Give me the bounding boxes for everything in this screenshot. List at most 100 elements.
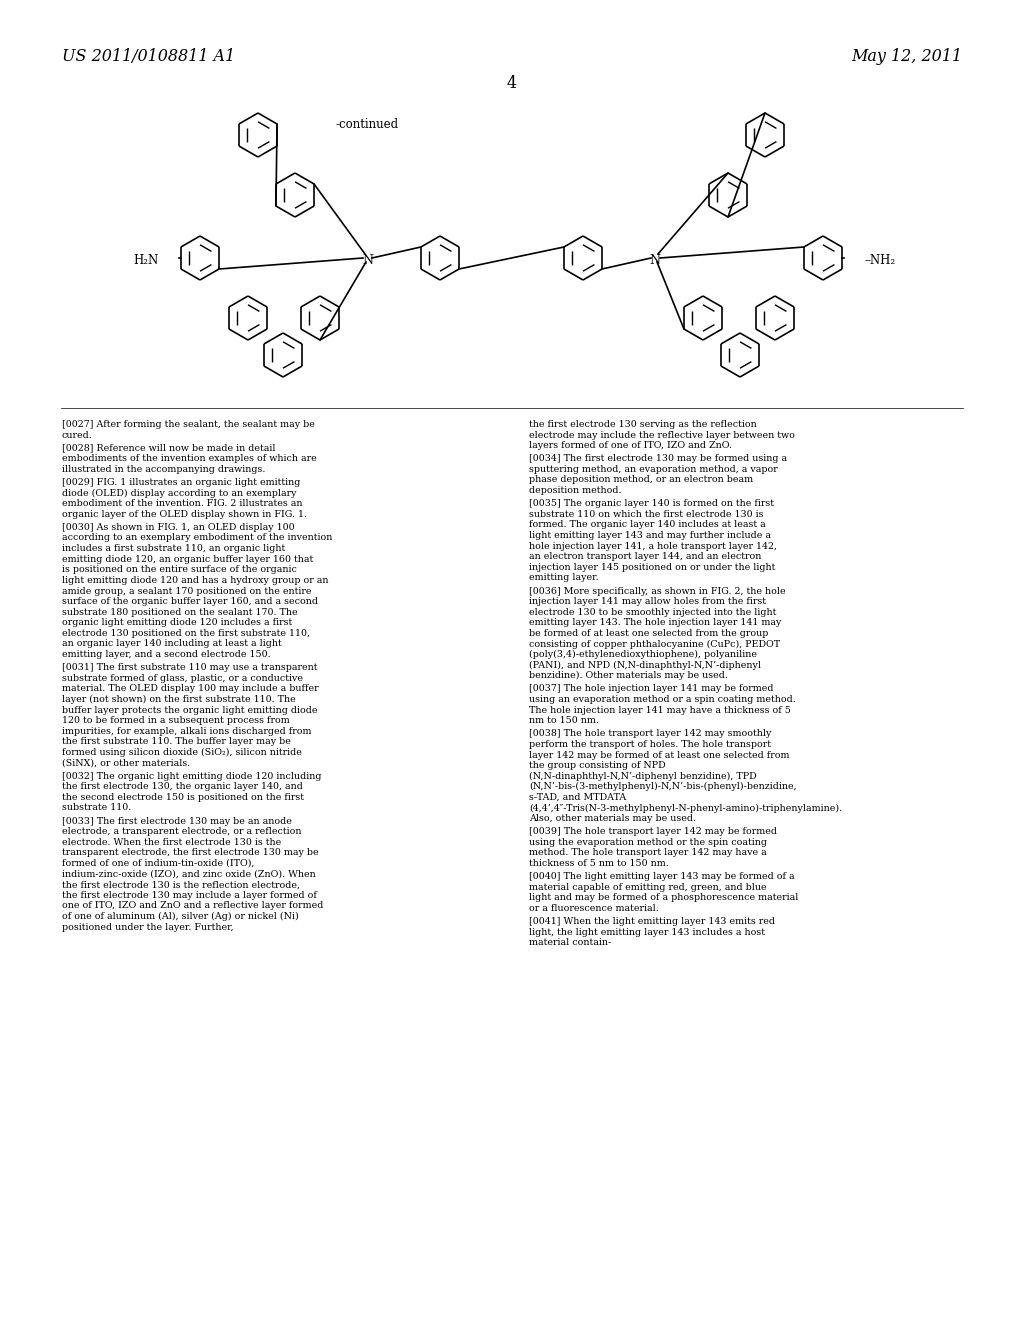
Text: indium-zinc-oxide (IZO), and zinc oxide (ZnO). When: indium-zinc-oxide (IZO), and zinc oxide … xyxy=(62,870,315,879)
Text: includes a first substrate 110, an organic light: includes a first substrate 110, an organ… xyxy=(62,544,286,553)
Text: using the evaporation method or the spin coating: using the evaporation method or the spin… xyxy=(529,838,767,847)
Text: layer (not shown) on the first substrate 110. The: layer (not shown) on the first substrate… xyxy=(62,696,296,704)
Text: [0028] Reference will now be made in detail: [0028] Reference will now be made in det… xyxy=(62,444,275,453)
Text: positioned under the layer. Further,: positioned under the layer. Further, xyxy=(62,923,233,932)
Text: emitting layer 143. The hole injection layer 141 may: emitting layer 143. The hole injection l… xyxy=(529,618,781,627)
Text: material. The OLED display 100 may include a buffer: material. The OLED display 100 may inclu… xyxy=(62,684,318,693)
Text: perform the transport of holes. The hole transport: perform the transport of holes. The hole… xyxy=(529,741,771,748)
Text: embodiment of the invention. FIG. 2 illustrates an: embodiment of the invention. FIG. 2 illu… xyxy=(62,499,302,508)
Text: thickness of 5 nm to 150 nm.: thickness of 5 nm to 150 nm. xyxy=(529,859,669,869)
Text: [0041] When the light emitting layer 143 emits red: [0041] When the light emitting layer 143… xyxy=(529,917,775,927)
Text: of one of aluminum (Al), silver (Ag) or nickel (Ni): of one of aluminum (Al), silver (Ag) or … xyxy=(62,912,299,921)
Text: light emitting diode 120 and has a hydroxy group or an: light emitting diode 120 and has a hydro… xyxy=(62,576,329,585)
Text: injection layer 141 may allow holes from the first: injection layer 141 may allow holes from… xyxy=(529,597,766,606)
Text: the first electrode 130, the organic layer 140, and: the first electrode 130, the organic lay… xyxy=(62,783,303,791)
Text: buffer layer protects the organic light emitting diode: buffer layer protects the organic light … xyxy=(62,706,317,714)
Text: emitting diode 120, an organic buffer layer 160 that: emitting diode 120, an organic buffer la… xyxy=(62,554,313,564)
Text: electrode 130 to be smoothly injected into the light: electrode 130 to be smoothly injected in… xyxy=(529,607,776,616)
Text: organic light emitting diode 120 includes a first: organic light emitting diode 120 include… xyxy=(62,618,292,627)
Text: [0034] The first electrode 130 may be formed using a: [0034] The first electrode 130 may be fo… xyxy=(529,454,787,463)
Text: method. The hole transport layer 142 may have a: method. The hole transport layer 142 may… xyxy=(529,849,767,858)
Text: the group consisting of NPD: the group consisting of NPD xyxy=(529,762,666,770)
Text: [0036] More specifically, as shown in FIG. 2, the hole: [0036] More specifically, as shown in FI… xyxy=(529,586,785,595)
Text: emitting layer, and a second electrode 150.: emitting layer, and a second electrode 1… xyxy=(62,649,270,659)
Text: electrode may include the reflective layer between two: electrode may include the reflective lay… xyxy=(529,430,795,440)
Text: (N,N-dinaphthyl-N,N’-diphenyl benzidine), TPD: (N,N-dinaphthyl-N,N’-diphenyl benzidine)… xyxy=(529,772,757,781)
Text: [0031] The first substrate 110 may use a transparent: [0031] The first substrate 110 may use a… xyxy=(62,663,317,672)
Text: [0035] The organic layer 140 is formed on the first: [0035] The organic layer 140 is formed o… xyxy=(529,499,774,508)
Text: s-TAD, and MTDATA: s-TAD, and MTDATA xyxy=(529,793,627,801)
Text: (SiNX), or other materials.: (SiNX), or other materials. xyxy=(62,759,190,768)
Text: [0040] The light emitting layer 143 may be formed of a: [0040] The light emitting layer 143 may … xyxy=(529,873,795,882)
Text: [0039] The hole transport layer 142 may be formed: [0039] The hole transport layer 142 may … xyxy=(529,828,777,836)
Text: emitting layer.: emitting layer. xyxy=(529,573,599,582)
Text: surface of the organic buffer layer 160, and a second: surface of the organic buffer layer 160,… xyxy=(62,597,318,606)
Text: material capable of emitting red, green, and blue: material capable of emitting red, green,… xyxy=(529,883,767,892)
Text: [0037] The hole injection layer 141 may be formed: [0037] The hole injection layer 141 may … xyxy=(529,684,773,693)
Text: light emitting layer 143 and may further include a: light emitting layer 143 and may further… xyxy=(529,531,771,540)
Text: embodiments of the invention examples of which are: embodiments of the invention examples of… xyxy=(62,454,316,463)
Text: phase deposition method, or an electron beam: phase deposition method, or an electron … xyxy=(529,475,753,484)
Text: deposition method.: deposition method. xyxy=(529,486,622,495)
Text: layers formed of one of ITO, IZO and ZnO.: layers formed of one of ITO, IZO and ZnO… xyxy=(529,441,732,450)
Text: –NH₂: –NH₂ xyxy=(864,253,895,267)
Text: 120 to be formed in a subsequent process from: 120 to be formed in a subsequent process… xyxy=(62,717,290,725)
Text: an electron transport layer 144, and an electron: an electron transport layer 144, and an … xyxy=(529,552,762,561)
Text: transparent electrode, the first electrode 130 may be: transparent electrode, the first electro… xyxy=(62,849,318,858)
Text: the second electrode 150 is positioned on the first: the second electrode 150 is positioned o… xyxy=(62,793,304,801)
Text: substrate 110 on which the first electrode 130 is: substrate 110 on which the first electro… xyxy=(529,510,764,519)
Text: [0030] As shown in FIG. 1, an OLED display 100: [0030] As shown in FIG. 1, an OLED displ… xyxy=(62,523,295,532)
Text: substrate 110.: substrate 110. xyxy=(62,804,131,813)
Text: electrode 130 positioned on the first substrate 110,: electrode 130 positioned on the first su… xyxy=(62,628,310,638)
Text: is positioned on the entire surface of the organic: is positioned on the entire surface of t… xyxy=(62,565,297,574)
Text: [0029] FIG. 1 illustrates an organic light emitting: [0029] FIG. 1 illustrates an organic lig… xyxy=(62,478,300,487)
Text: light and may be formed of a phosphorescence material: light and may be formed of a phosphoresc… xyxy=(529,894,799,903)
Text: cured.: cured. xyxy=(62,430,93,440)
Text: -continued: -continued xyxy=(335,117,398,131)
Text: light, the light emitting layer 143 includes a host: light, the light emitting layer 143 incl… xyxy=(529,928,765,937)
Text: (N,N’-bis-(3-methylphenyl)-N,N’-bis-(phenyl)-benzidine,: (N,N’-bis-(3-methylphenyl)-N,N’-bis-(phe… xyxy=(529,783,797,792)
Text: layer 142 may be formed of at least one selected from: layer 142 may be formed of at least one … xyxy=(529,751,790,759)
Text: impurities, for example, alkali ions discharged from: impurities, for example, alkali ions dis… xyxy=(62,727,311,735)
Text: N: N xyxy=(649,253,660,267)
Text: formed using silicon dioxide (SiO₂), silicon nitride: formed using silicon dioxide (SiO₂), sil… xyxy=(62,748,302,758)
Text: [0038] The hole transport layer 142 may smoothly: [0038] The hole transport layer 142 may … xyxy=(529,729,771,738)
Text: according to an exemplary embodiment of the invention: according to an exemplary embodiment of … xyxy=(62,533,333,543)
Text: or a fluorescence material.: or a fluorescence material. xyxy=(529,904,658,913)
Text: an organic layer 140 including at least a light: an organic layer 140 including at least … xyxy=(62,639,282,648)
Text: amide group, a sealant 170 positioned on the entire: amide group, a sealant 170 positioned on… xyxy=(62,586,311,595)
Text: benzidine). Other materials may be used.: benzidine). Other materials may be used. xyxy=(529,672,728,680)
Text: the first electrode 130 is the reflection electrode,: the first electrode 130 is the reflectio… xyxy=(62,880,300,890)
Text: (4,4’,4″-Tris(N-3-methylphenyl-N-phenyl-amino)-triphenylamine).: (4,4’,4″-Tris(N-3-methylphenyl-N-phenyl-… xyxy=(529,804,842,813)
Text: sputtering method, an evaporation method, a vapor: sputtering method, an evaporation method… xyxy=(529,465,778,474)
Text: The hole injection layer 141 may have a thickness of 5: The hole injection layer 141 may have a … xyxy=(529,706,791,714)
Text: injection layer 145 positioned on or under the light: injection layer 145 positioned on or und… xyxy=(529,562,775,572)
Text: US 2011/0108811 A1: US 2011/0108811 A1 xyxy=(62,48,236,65)
Text: (PANI), and NPD (N,N-dinaphthyl-N,N’-diphenyl: (PANI), and NPD (N,N-dinaphthyl-N,N’-dip… xyxy=(529,661,761,669)
Text: one of ITO, IZO and ZnO and a reflective layer formed: one of ITO, IZO and ZnO and a reflective… xyxy=(62,902,324,911)
Text: substrate formed of glass, plastic, or a conductive: substrate formed of glass, plastic, or a… xyxy=(62,673,303,682)
Text: electrode. When the first electrode 130 is the: electrode. When the first electrode 130 … xyxy=(62,838,282,847)
Text: illustrated in the accompanying drawings.: illustrated in the accompanying drawings… xyxy=(62,465,265,474)
Text: formed of one of indium-tin-oxide (ITO),: formed of one of indium-tin-oxide (ITO), xyxy=(62,859,255,869)
Text: consisting of copper phthalocyanine (CuPc), PEDOT: consisting of copper phthalocyanine (CuP… xyxy=(529,639,780,648)
Text: the first substrate 110. The buffer layer may be: the first substrate 110. The buffer laye… xyxy=(62,738,291,746)
Text: [0027] After forming the sealant, the sealant may be: [0027] After forming the sealant, the se… xyxy=(62,420,314,429)
Text: electrode, a transparent electrode, or a reflection: electrode, a transparent electrode, or a… xyxy=(62,828,301,836)
Text: May 12, 2011: May 12, 2011 xyxy=(851,48,962,65)
Text: the first electrode 130 serving as the reflection: the first electrode 130 serving as the r… xyxy=(529,420,757,429)
Text: Also, other materials may be used.: Also, other materials may be used. xyxy=(529,814,696,824)
Text: [0033] The first electrode 130 may be an anode: [0033] The first electrode 130 may be an… xyxy=(62,817,292,825)
Text: substrate 180 positioned on the sealant 170. The: substrate 180 positioned on the sealant … xyxy=(62,607,298,616)
Text: 4: 4 xyxy=(507,75,517,92)
Text: organic layer of the OLED display shown in FIG. 1.: organic layer of the OLED display shown … xyxy=(62,510,307,519)
Text: formed. The organic layer 140 includes at least a: formed. The organic layer 140 includes a… xyxy=(529,520,766,529)
Text: hole injection layer 141, a hole transport layer 142,: hole injection layer 141, a hole transpo… xyxy=(529,541,777,550)
Text: material contain-: material contain- xyxy=(529,939,611,948)
Text: (poly(3,4)-ethylenedioxythiophene), polyaniline: (poly(3,4)-ethylenedioxythiophene), poly… xyxy=(529,651,757,659)
Text: N: N xyxy=(362,253,374,267)
Text: diode (OLED) display according to an exemplary: diode (OLED) display according to an exe… xyxy=(62,488,297,498)
Text: be formed of at least one selected from the group: be formed of at least one selected from … xyxy=(529,628,768,638)
Text: using an evaporation method or a spin coating method.: using an evaporation method or a spin co… xyxy=(529,696,796,704)
Text: the first electrode 130 may include a layer formed of: the first electrode 130 may include a la… xyxy=(62,891,316,900)
